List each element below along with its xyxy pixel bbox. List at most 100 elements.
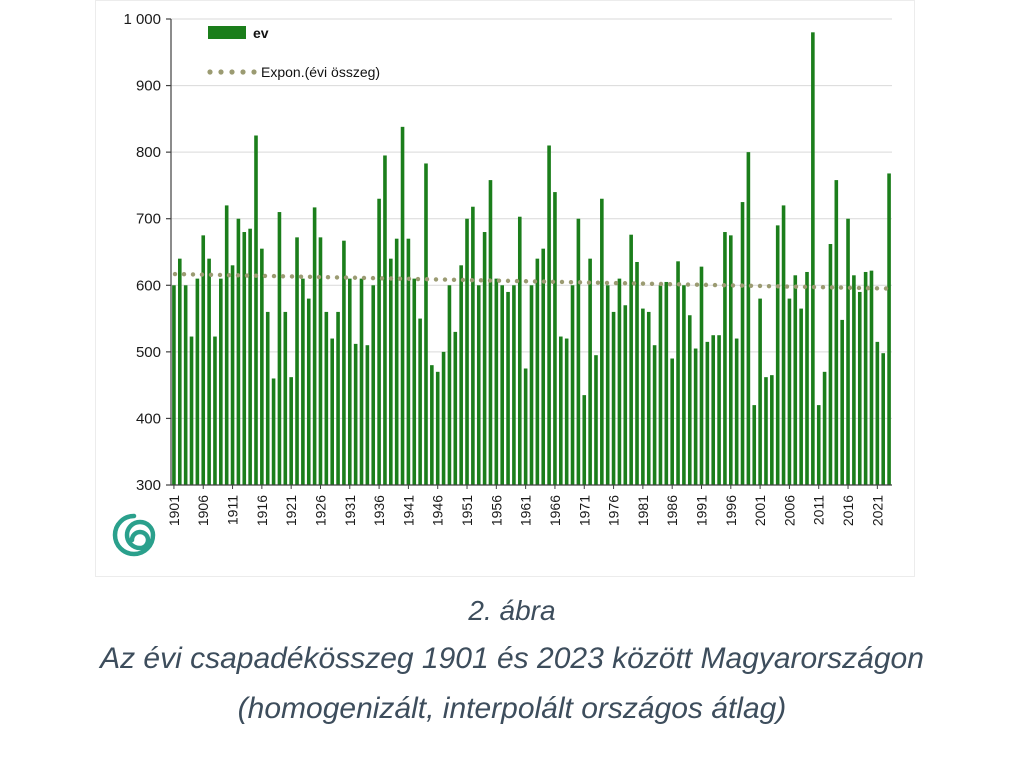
trend-dot <box>262 273 268 279</box>
bar <box>781 205 786 485</box>
bar <box>646 311 651 485</box>
x-tick-label: 2006 <box>781 495 797 526</box>
trend-dot <box>487 278 493 283</box>
trend-dot <box>811 284 817 290</box>
bar <box>635 261 639 485</box>
trend-dot <box>208 272 214 277</box>
x-tick-label: 1906 <box>195 495 211 526</box>
trend-dot <box>622 281 628 286</box>
trend-dot <box>226 272 232 278</box>
trend-dot <box>442 277 448 282</box>
trend-dot <box>496 278 502 283</box>
bar <box>271 378 276 485</box>
x-tick-label: 1956 <box>488 495 504 526</box>
trend-dot <box>199 272 205 277</box>
trend-dot <box>865 285 871 291</box>
trend-dot <box>397 276 403 281</box>
bar <box>441 351 446 485</box>
bar <box>652 345 657 485</box>
bar <box>201 235 206 485</box>
trend-dot <box>739 283 745 288</box>
trend-dot <box>190 272 196 277</box>
bar <box>834 180 839 486</box>
bar <box>377 198 381 485</box>
trend-dot <box>469 277 475 283</box>
bar <box>840 319 844 485</box>
bar <box>230 265 235 485</box>
trend-dot <box>694 282 700 287</box>
bar <box>740 202 745 486</box>
trend-dot <box>388 276 394 281</box>
bar <box>447 285 452 485</box>
trend-dot <box>748 283 754 288</box>
bar <box>605 285 610 485</box>
trend-dot <box>343 275 349 280</box>
x-tick-label: 2011 <box>811 495 827 525</box>
bar <box>400 126 405 486</box>
bar <box>324 311 329 485</box>
bar <box>734 338 739 485</box>
bar <box>793 275 798 485</box>
bar <box>412 278 417 485</box>
bar <box>828 244 833 485</box>
bar <box>389 258 393 485</box>
x-tick-label: 1921 <box>283 495 299 526</box>
figure-caption: 2. ábra Az évi csapadékösszeg 1901 és 20… <box>0 588 1024 734</box>
trend-dot <box>370 275 376 281</box>
bar <box>260 248 264 485</box>
y-tick-label: 300 <box>136 477 161 494</box>
bar <box>471 206 475 485</box>
bar <box>265 311 270 485</box>
bar <box>559 336 563 485</box>
trend-dot <box>559 279 565 285</box>
bar <box>353 343 358 485</box>
trend-dot <box>172 271 178 277</box>
trend-dot <box>451 277 457 282</box>
x-tick-label: 1981 <box>635 495 651 526</box>
x-tick-label: 1991 <box>693 495 709 526</box>
x-tick-label: 1916 <box>254 495 270 526</box>
y-tick-label: 800 <box>136 144 161 161</box>
x-tick-label: 1936 <box>371 495 387 526</box>
trend-dot <box>298 274 304 279</box>
x-tick-label: 1996 <box>723 495 739 526</box>
x-tick-label: 2001 <box>752 495 768 526</box>
bar <box>459 265 463 485</box>
trend-dot <box>775 284 781 289</box>
bar <box>406 238 411 485</box>
bar <box>254 135 258 485</box>
bar <box>277 212 282 486</box>
x-tick-label: 1901 <box>166 495 182 526</box>
trend-dot <box>730 283 736 288</box>
trend-dot <box>883 286 889 291</box>
bar <box>746 152 751 485</box>
trend-dot <box>307 274 313 280</box>
trend-dot <box>586 280 592 285</box>
bar <box>863 271 868 485</box>
precipitation-chart-panel: 300 400 500 600 700 800 900 1 000 1901 1906 1911 19… <box>95 0 915 577</box>
bar <box>189 336 194 485</box>
bar <box>857 291 862 485</box>
trend-dot <box>217 272 223 278</box>
trend-dot <box>658 281 664 287</box>
bar <box>494 278 499 485</box>
bar <box>219 278 223 485</box>
trend-dot <box>703 282 709 288</box>
bar <box>658 285 663 485</box>
bar <box>787 298 792 485</box>
bar <box>435 371 440 485</box>
bar <box>394 238 399 485</box>
trend-dot <box>541 279 547 284</box>
bar <box>312 207 317 485</box>
bar <box>500 285 504 485</box>
trend-dot <box>721 283 727 288</box>
bar <box>535 258 540 485</box>
bar <box>177 258 182 485</box>
bar <box>306 298 311 485</box>
bar <box>729 235 733 485</box>
y-tick-label: 1 000 <box>123 11 161 28</box>
bar <box>347 278 352 485</box>
x-tick-label: 1961 <box>518 495 534 526</box>
x-tick-label: 1951 <box>459 495 475 526</box>
trend-dot <box>514 278 520 284</box>
